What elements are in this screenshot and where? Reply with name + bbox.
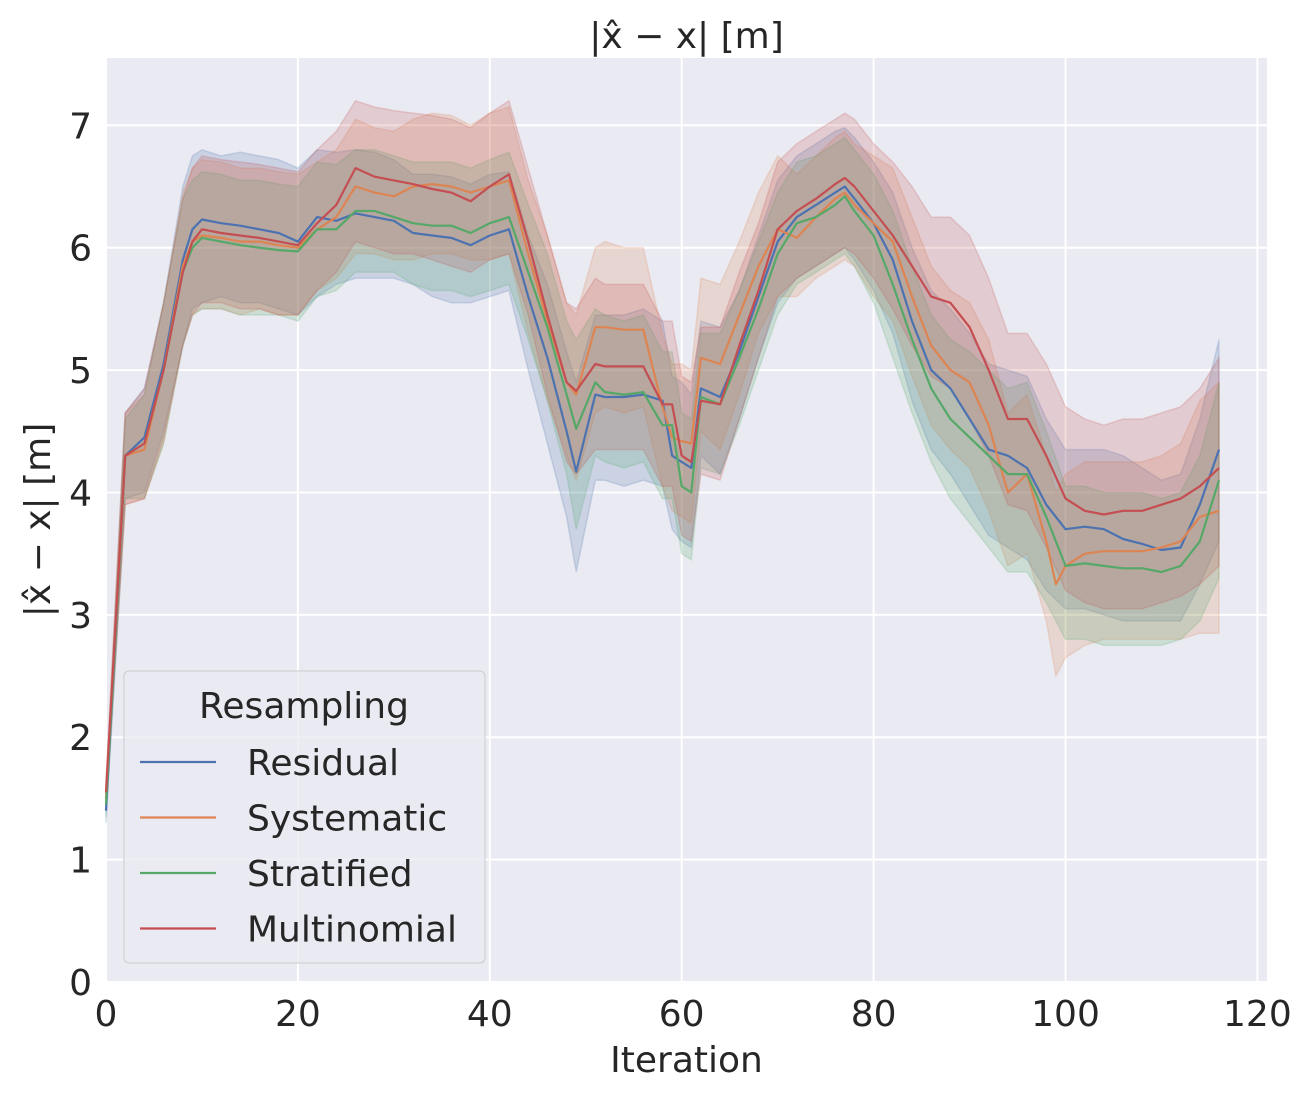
x-tick-label: 0 [95, 994, 118, 1035]
legend-items: Residual Systematic Stratified Multinomial [140, 743, 457, 951]
x-axis-label: Iteration [610, 1040, 763, 1081]
y-tick-label: 7 [69, 106, 92, 147]
legend-box [123, 670, 486, 964]
systematic-confidence-band [105, 106, 1220, 811]
residual-confidence-band [105, 126, 1220, 823]
stratified-legend-label: Stratified [247, 854, 413, 895]
x-tick-label: 120 [1223, 994, 1292, 1035]
y-tick-label: 0 [69, 963, 92, 1004]
systematic-line [104, 179, 1220, 799]
multinomial-legend-label: Multinomial [247, 910, 457, 951]
y-tick-label: 1 [69, 841, 92, 882]
x-tick-label: 40 [467, 994, 513, 1035]
x-tick-label: 80 [851, 994, 897, 1035]
stratified-line [104, 195, 1221, 805]
chart-title: |x̂ − x| [m] [589, 16, 784, 57]
x-tick-label: 60 [659, 994, 705, 1035]
multinomial-confidence-band [105, 99, 1220, 805]
tick-labels: 0 20 40 60 80 100 120 0 1 2 3 4 5 6 7 [69, 106, 1292, 1035]
confidence-bands [105, 99, 1220, 823]
legend-title: Resampling [199, 686, 409, 727]
residual-line [104, 185, 1221, 811]
y-axis-label: |x̂ − x| [m] [18, 423, 59, 618]
x-tick-label: 20 [275, 994, 321, 1035]
y-tick-label: 3 [69, 596, 92, 637]
multinomial-line [104, 167, 1220, 793]
legend: Resampling Residual Systematic Stratified M… [123, 670, 486, 964]
y-tick-label: 2 [69, 718, 92, 759]
residual-legend-label: Residual [247, 743, 399, 784]
x-tick-label: 100 [1031, 994, 1100, 1035]
series-lines [104, 167, 1221, 811]
y-tick-label: 5 [69, 351, 92, 392]
systematic-legend-label: Systematic [247, 799, 447, 840]
stratified-confidence-band [105, 136, 1220, 817]
y-tick-label: 6 [69, 229, 92, 270]
y-tick-label: 4 [69, 473, 92, 514]
